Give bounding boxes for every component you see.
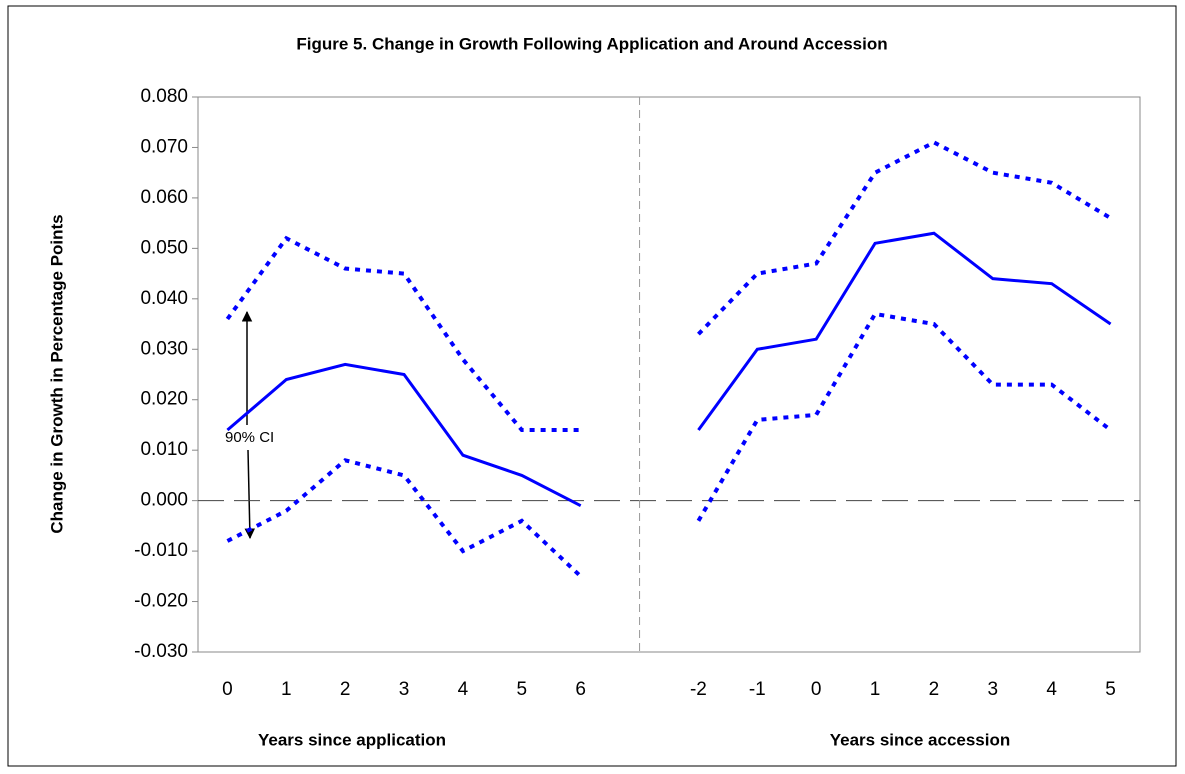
frame [7, 5, 1177, 767]
series-line [225, 235, 581, 432]
x-tick-label: 0 [811, 679, 822, 700]
y-tick-label: 0.020 [140, 389, 188, 410]
y-tick-label: 0.070 [140, 136, 188, 157]
x-tick-label: -1 [749, 679, 766, 700]
x-tick-label: 4 [458, 679, 469, 700]
x-tick-label: 3 [399, 679, 410, 700]
y-tick-label: 0.010 [140, 439, 188, 460]
x-tick-label: 1 [870, 679, 881, 700]
x-tick-label: 5 [517, 679, 528, 700]
y-tick-label: 0.000 [140, 490, 188, 511]
y-tick-label: -0.010 [134, 540, 188, 561]
chart-title: Figure 5. Change in Growth Following App… [296, 34, 887, 53]
series-line [697, 231, 1112, 431]
x-tick-label: 6 [575, 679, 586, 700]
annotation: 90% CI [225, 429, 274, 446]
x-tick-label: 0 [222, 679, 233, 700]
series-line [226, 458, 583, 578]
x-tick-label: 2 [929, 679, 940, 700]
y-tick-label: 0.040 [140, 288, 188, 309]
x-tick-label: 1 [281, 679, 292, 700]
x-axis-title: Years since accession [830, 730, 1011, 749]
y-tick-label: 0.050 [140, 237, 188, 258]
y-tick-label: 0.080 [140, 86, 188, 107]
x-axis-title: Years since application [258, 730, 446, 749]
x-tick-label: 3 [988, 679, 999, 700]
x-tick-label: 5 [1105, 679, 1116, 700]
y-tick-label: 0.030 [140, 338, 188, 359]
annotation-arrow [244, 449, 256, 540]
x-tick-label: 2 [340, 679, 351, 700]
series-line [696, 311, 1112, 522]
series-line [226, 362, 582, 508]
y-tick-label: -0.030 [134, 641, 188, 662]
x-tick-label: 4 [1046, 679, 1057, 700]
y-tick-label: -0.020 [134, 591, 188, 612]
y-tick-label: 0.060 [140, 187, 188, 208]
x-tick-label: -2 [690, 679, 707, 700]
y-axis-title: Change in Growth in Percentage Points [47, 214, 66, 533]
plot-area [197, 96, 1141, 653]
